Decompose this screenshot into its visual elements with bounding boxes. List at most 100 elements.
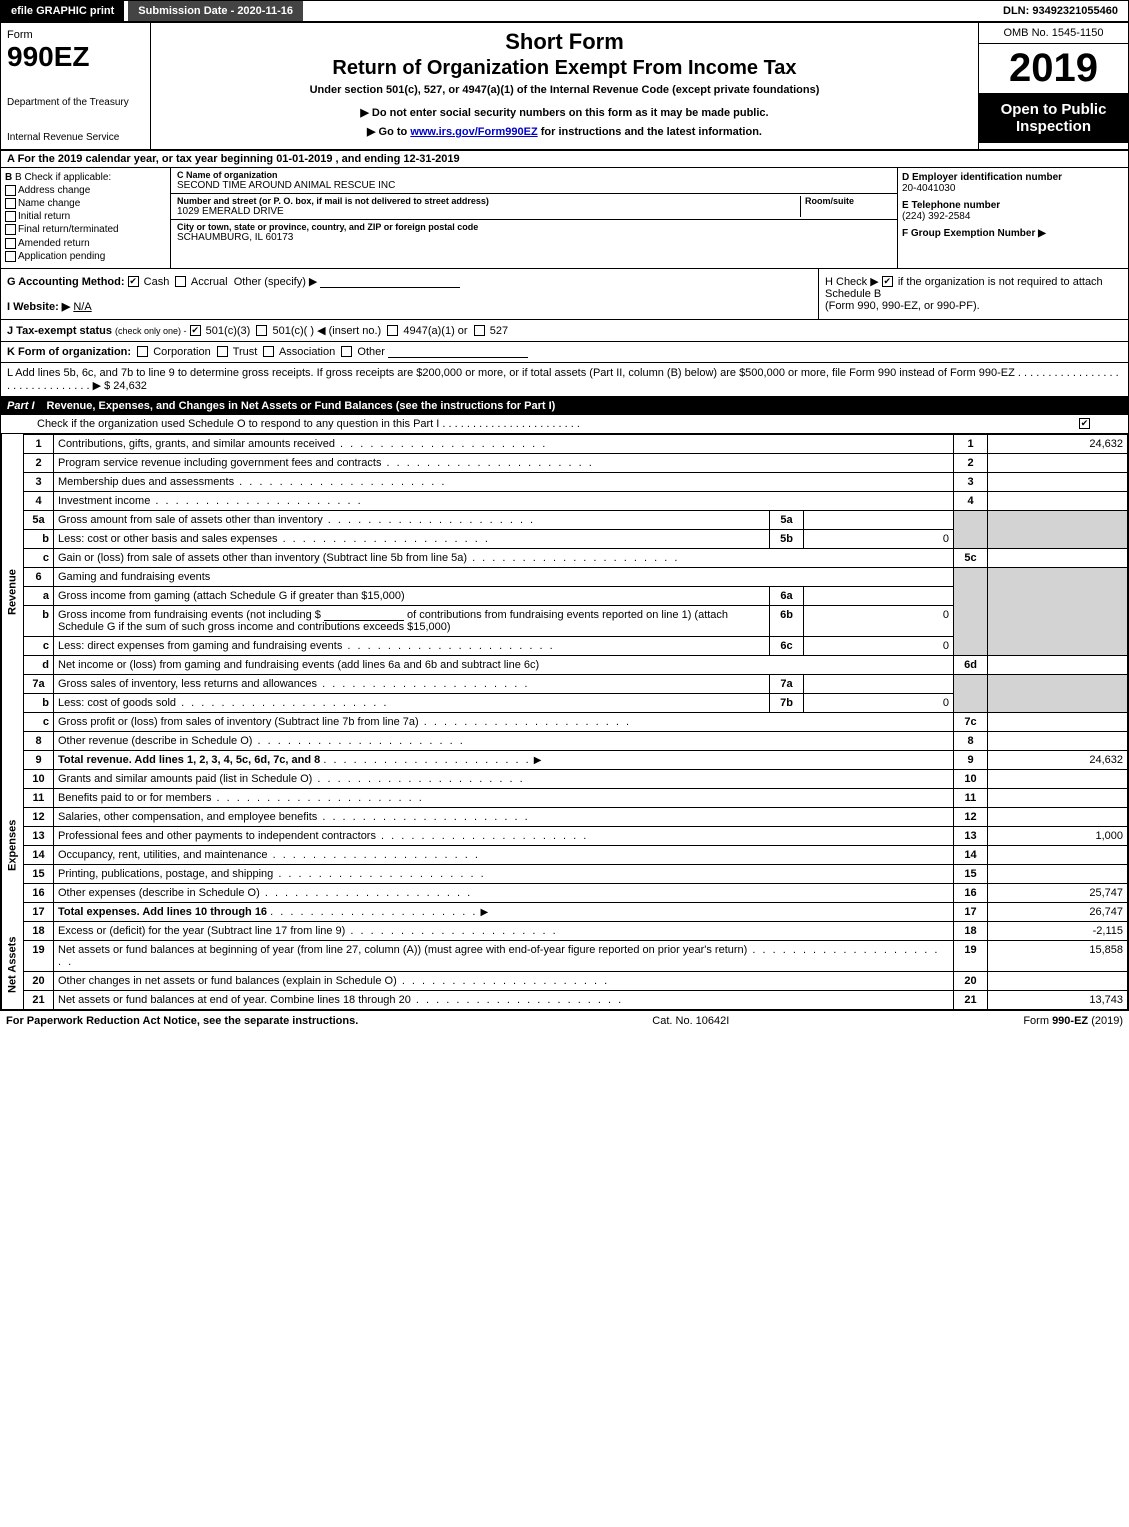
line-6b-sn: 6b <box>770 605 804 636</box>
opt-501c: 501(c)( ) ◀ (insert no.) <box>272 325 381 337</box>
line-21-desc: Net assets or fund balances at end of ye… <box>58 994 623 1006</box>
under-section-text: Under section 501(c), 527, or 4947(a)(1)… <box>157 84 972 96</box>
line-8-rn: 8 <box>954 731 988 750</box>
chk-other-label: Other (specify) ▶ <box>234 276 318 288</box>
part1-checkline: Check if the organization used Schedule … <box>1 415 1128 434</box>
org-name-label: C Name of organization <box>177 170 891 180</box>
line-9-desc: Total revenue. Add lines 1, 2, 3, 4, 5c,… <box>58 754 320 766</box>
line-6a-num: a <box>24 586 54 605</box>
line-14-rv <box>988 845 1128 864</box>
line-4-rv <box>988 491 1128 510</box>
section-b-label: B B Check if applicable: <box>5 172 166 183</box>
group-exemption-label: F Group Exemption Number ▶ <box>902 228 1124 239</box>
line-5c-rv <box>988 548 1128 567</box>
line-14-rn: 14 <box>954 845 988 864</box>
line-10-rn: 10 <box>954 769 988 788</box>
opt-assoc: Association <box>279 346 335 358</box>
line-19-num: 19 <box>24 940 54 971</box>
line-3-desc: Membership dues and assessments <box>58 476 446 488</box>
city-label: City or town, state or province, country… <box>177 222 891 232</box>
chk-address-change[interactable]: Address change <box>5 185 166 196</box>
arrow-icon <box>534 754 542 766</box>
opt-501c3: 501(c)(3) <box>206 325 251 337</box>
room-suite-label: Room/suite <box>805 196 891 206</box>
line-7c: c Gross profit or (loss) from sales of i… <box>2 712 1128 731</box>
line-6-shade-val <box>988 567 1128 655</box>
line-8-num: 8 <box>24 731 54 750</box>
line-5a-sn: 5a <box>770 510 804 529</box>
line-18-rn: 18 <box>954 921 988 940</box>
chk-assoc[interactable] <box>263 346 274 357</box>
chk-name-change[interactable]: Name change <box>5 198 166 209</box>
footer-right: Form 990-EZ (2019) <box>1023 1015 1123 1027</box>
line-5ab-shade-val <box>988 510 1128 548</box>
chk-address-change-label: Address change <box>18 185 90 196</box>
netassets-side-label: Net Assets <box>2 921 24 1009</box>
part1-label: Part I <box>7 400 47 412</box>
line-20-desc: Other changes in net assets or fund bala… <box>58 975 609 987</box>
line-3-rn: 3 <box>954 472 988 491</box>
line-15-rv <box>988 864 1128 883</box>
chk-other-org[interactable] <box>341 346 352 357</box>
efile-print-button[interactable]: efile GRAPHIC print <box>1 1 124 21</box>
line-6-shade <box>954 567 988 655</box>
line-3-num: 3 <box>24 472 54 491</box>
chk-name-change-label: Name change <box>18 198 80 209</box>
dept-treasury-label: Department of the Treasury <box>7 97 144 108</box>
chk-cash[interactable]: ✔ <box>128 276 139 287</box>
chk-final-return-label: Final return/terminated <box>18 225 119 236</box>
line-18-num: 18 <box>24 921 54 940</box>
row-k: K Form of organization: Corporation Trus… <box>1 342 1128 363</box>
chk-cash-label: Cash <box>144 276 170 288</box>
line-12-num: 12 <box>24 807 54 826</box>
line-6b-desc1: Gross income from fundraising events (no… <box>58 609 321 621</box>
line-18-desc: Excess or (deficit) for the year (Subtra… <box>58 925 558 937</box>
line-11: 11 Benefits paid to or for members 11 <box>2 788 1128 807</box>
line-5b-num: b <box>24 529 54 548</box>
chk-corp[interactable] <box>137 346 148 357</box>
line-14: 14 Occupancy, rent, utilities, and maint… <box>2 845 1128 864</box>
chk-schedule-b[interactable]: ✔ <box>882 276 893 287</box>
line-3-rv <box>988 472 1128 491</box>
row-l-amount: $ 24,632 <box>104 380 147 392</box>
chk-501c3[interactable]: ✔ <box>190 325 201 336</box>
phone-value: (224) 392-2584 <box>902 211 1124 222</box>
line-6b-sv: 0 <box>804 605 954 636</box>
line-21: 21 Net assets or fund balances at end of… <box>2 990 1128 1009</box>
line-16-rn: 16 <box>954 883 988 902</box>
line-8-rv <box>988 731 1128 750</box>
chk-4947[interactable] <box>387 325 398 336</box>
line-6c-num: c <box>24 636 54 655</box>
chk-initial-return[interactable]: Initial return <box>5 211 166 222</box>
line-8: 8 Other revenue (describe in Schedule O)… <box>2 731 1128 750</box>
line-1-rv: 24,632 <box>988 434 1128 453</box>
chk-amended-return[interactable]: Amended return <box>5 238 166 249</box>
line-13-desc: Professional fees and other payments to … <box>58 830 588 842</box>
goto-suffix: for instructions and the latest informat… <box>538 126 762 138</box>
line-12: 12 Salaries, other compensation, and emp… <box>2 807 1128 826</box>
irs-label: Internal Revenue Service <box>7 132 144 143</box>
line-6a-desc: Gross income from gaming (attach Schedul… <box>54 586 770 605</box>
line-2-desc: Program service revenue including govern… <box>58 457 594 469</box>
row-l-text: L Add lines 5b, 6c, and 7b to line 9 to … <box>7 367 1119 392</box>
line-14-num: 14 <box>24 845 54 864</box>
other-org-blank <box>388 346 528 358</box>
line-6-num: 6 <box>24 567 54 586</box>
line-9-rn: 9 <box>954 750 988 769</box>
part1-schedule-o-checkbox[interactable]: ✔ <box>1079 418 1090 429</box>
ein-value: 20-4041030 <box>902 183 1124 194</box>
ein-label: D Employer identification number <box>902 172 1124 183</box>
line-15-num: 15 <box>24 864 54 883</box>
chk-trust[interactable] <box>217 346 228 357</box>
line-2-rv <box>988 453 1128 472</box>
line-1-rn: 1 <box>954 434 988 453</box>
chk-accrual[interactable] <box>175 276 186 287</box>
chk-501c[interactable] <box>256 325 267 336</box>
chk-final-return[interactable]: Final return/terminated <box>5 224 166 235</box>
part1-header: Part I Revenue, Expenses, and Changes in… <box>1 397 1128 415</box>
title-block: Form 990EZ Department of the Treasury In… <box>1 23 1128 151</box>
goto-link[interactable]: www.irs.gov/Form990EZ <box>410 126 537 138</box>
chk-527[interactable] <box>474 325 485 336</box>
line-5b-sv: 0 <box>804 529 954 548</box>
chk-application-pending[interactable]: Application pending <box>5 251 166 262</box>
